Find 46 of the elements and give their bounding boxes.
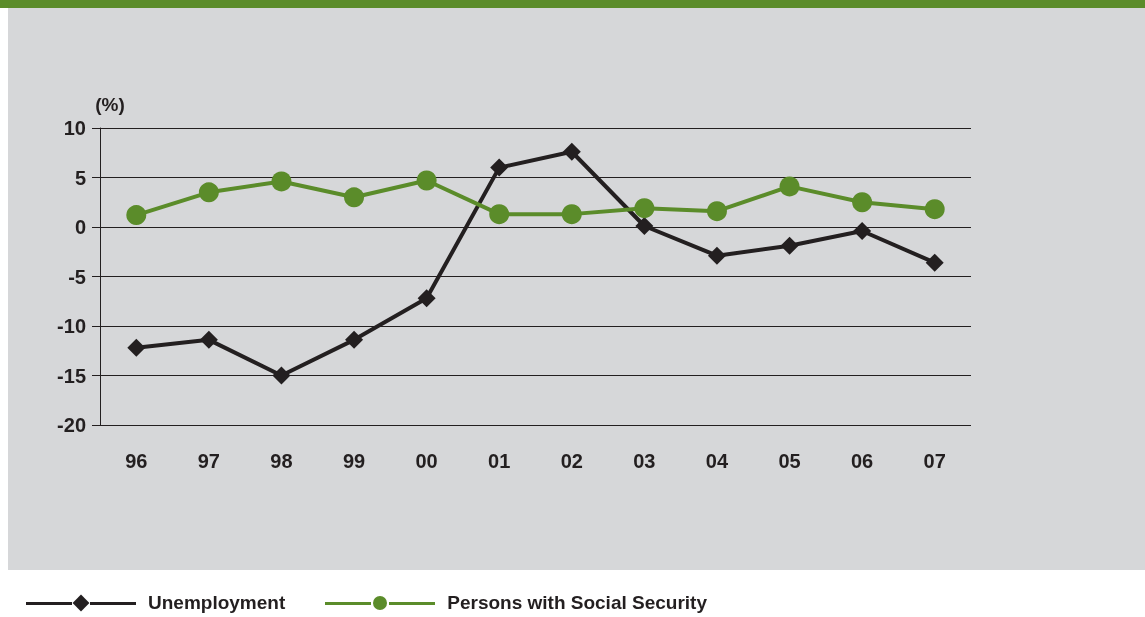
point bbox=[707, 246, 726, 265]
x-tick-label: 07 bbox=[923, 450, 946, 472]
point bbox=[416, 170, 437, 191]
legend-label: Unemployment bbox=[148, 592, 286, 614]
point bbox=[635, 217, 654, 236]
point bbox=[562, 142, 581, 161]
x-tick-label: 02 bbox=[560, 450, 583, 472]
x-tick-label: 96 bbox=[125, 450, 148, 472]
point bbox=[780, 236, 799, 255]
point bbox=[271, 171, 292, 192]
x-tick-label: 03 bbox=[633, 450, 656, 472]
point bbox=[199, 330, 218, 349]
point bbox=[634, 198, 655, 219]
point bbox=[489, 204, 510, 225]
point bbox=[924, 199, 945, 220]
y-tick-label: 0 bbox=[74, 216, 86, 238]
point bbox=[925, 253, 944, 272]
point bbox=[344, 187, 365, 208]
x-tick-label: 00 bbox=[415, 450, 438, 472]
y-tick-label: 10 bbox=[63, 117, 86, 139]
point bbox=[706, 201, 727, 222]
point bbox=[852, 192, 873, 213]
x-tick-label: 01 bbox=[488, 450, 511, 472]
point bbox=[490, 158, 509, 177]
x-tick-label: 97 bbox=[197, 450, 220, 472]
point bbox=[272, 366, 291, 385]
x-tick-label: 04 bbox=[705, 450, 729, 472]
y-tick-label: -15 bbox=[57, 364, 86, 387]
point bbox=[417, 289, 436, 308]
x-tick-label: 05 bbox=[778, 450, 801, 472]
point bbox=[779, 176, 800, 197]
x-tick-label: 06 bbox=[851, 450, 874, 472]
point bbox=[126, 205, 147, 226]
legend-label: Persons with Social Security bbox=[447, 592, 708, 614]
point bbox=[198, 182, 219, 203]
y-tick-label: 5 bbox=[74, 166, 86, 189]
point bbox=[127, 338, 146, 357]
y-tick-label: -5 bbox=[68, 265, 86, 288]
y-tick-label: -20 bbox=[57, 414, 86, 436]
x-tick-label: 98 bbox=[270, 450, 293, 472]
x-tick-label: 99 bbox=[342, 450, 366, 472]
point bbox=[561, 204, 582, 225]
y-axis-title: (%) bbox=[95, 94, 125, 115]
y-tick-label: -10 bbox=[57, 315, 86, 337]
point bbox=[345, 330, 364, 349]
point bbox=[853, 221, 872, 240]
